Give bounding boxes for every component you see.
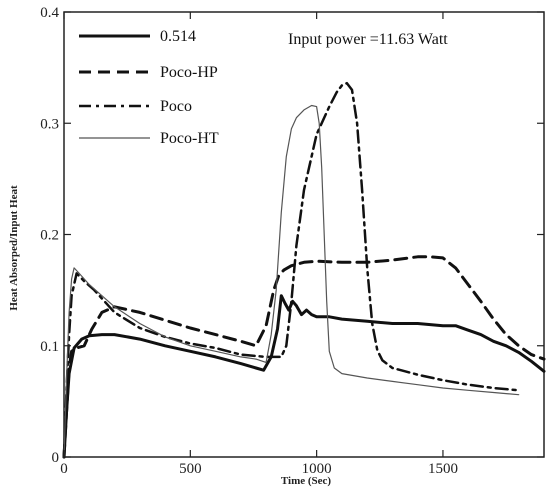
legend: 0.514 Poco-HP Poco Poco-HT bbox=[79, 28, 219, 147]
y-tick-label: 0.2 bbox=[40, 228, 59, 244]
series-line-poco-hp bbox=[62, 255, 546, 459]
legend-label-poco-hp: Poco-HP bbox=[160, 64, 218, 81]
legend-label-0514: 0.514 bbox=[160, 28, 196, 45]
series-line-poco-ht bbox=[63, 104, 520, 458]
series-group bbox=[62, 81, 546, 459]
series-line-poco bbox=[62, 81, 520, 459]
series-line-0-514 bbox=[62, 294, 546, 459]
y-axis-title: Heat Absorped/Input Heat bbox=[8, 185, 20, 311]
legend-label-poco: Poco bbox=[160, 98, 192, 115]
ticks-group: 0 500 1000 1500 0 0.1 0.2 0.3 0.4 bbox=[40, 5, 544, 477]
y-tick-label: 0.4 bbox=[40, 5, 59, 21]
x-tick-label: 1000 bbox=[302, 461, 332, 477]
x-tick-label: 0 bbox=[60, 461, 68, 477]
y-tick-label: 0.3 bbox=[40, 116, 59, 132]
input-power-annotation: Input power =11.63 Watt bbox=[288, 31, 448, 48]
x-axis-title: Time (Sec) bbox=[281, 475, 332, 487]
y-tick-label: 0.1 bbox=[40, 339, 59, 355]
x-tick-label: 1500 bbox=[428, 461, 458, 477]
legend-label-poco-ht: Poco-HT bbox=[160, 130, 219, 147]
y-tick-label: 0 bbox=[52, 450, 60, 466]
x-tick-label: 500 bbox=[179, 461, 202, 477]
